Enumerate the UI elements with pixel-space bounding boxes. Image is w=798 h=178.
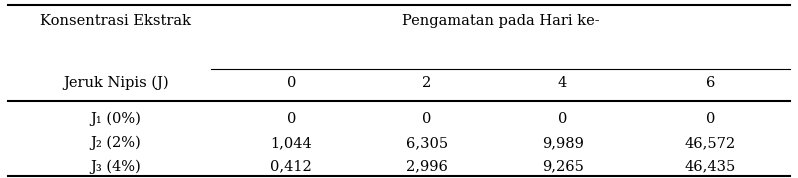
Text: 46,572: 46,572: [685, 136, 736, 150]
Text: 0,412: 0,412: [271, 159, 312, 173]
Text: 0: 0: [558, 112, 567, 126]
Text: 9,989: 9,989: [542, 136, 583, 150]
Text: 6: 6: [705, 76, 715, 90]
Text: J₁ (0%): J₁ (0%): [90, 112, 141, 126]
Text: 9,265: 9,265: [542, 159, 583, 173]
Text: Pengamatan pada Hari ke-: Pengamatan pada Hari ke-: [402, 14, 599, 28]
Text: 6,305: 6,305: [406, 136, 448, 150]
Text: 0: 0: [286, 76, 296, 90]
Text: J₃ (4%): J₃ (4%): [90, 159, 141, 174]
Text: J₂ (2%): J₂ (2%): [90, 136, 141, 150]
Text: 4: 4: [558, 76, 567, 90]
Text: 2: 2: [422, 76, 432, 90]
Text: 2,996: 2,996: [406, 159, 448, 173]
Text: Jeruk Nipis (J): Jeruk Nipis (J): [63, 76, 168, 90]
Text: 0: 0: [422, 112, 432, 126]
Text: Konsentrasi Ekstrak: Konsentrasi Ekstrak: [40, 14, 192, 28]
Text: 46,435: 46,435: [685, 159, 736, 173]
Text: 0: 0: [705, 112, 715, 126]
Text: 0: 0: [286, 112, 296, 126]
Text: 1,044: 1,044: [271, 136, 312, 150]
